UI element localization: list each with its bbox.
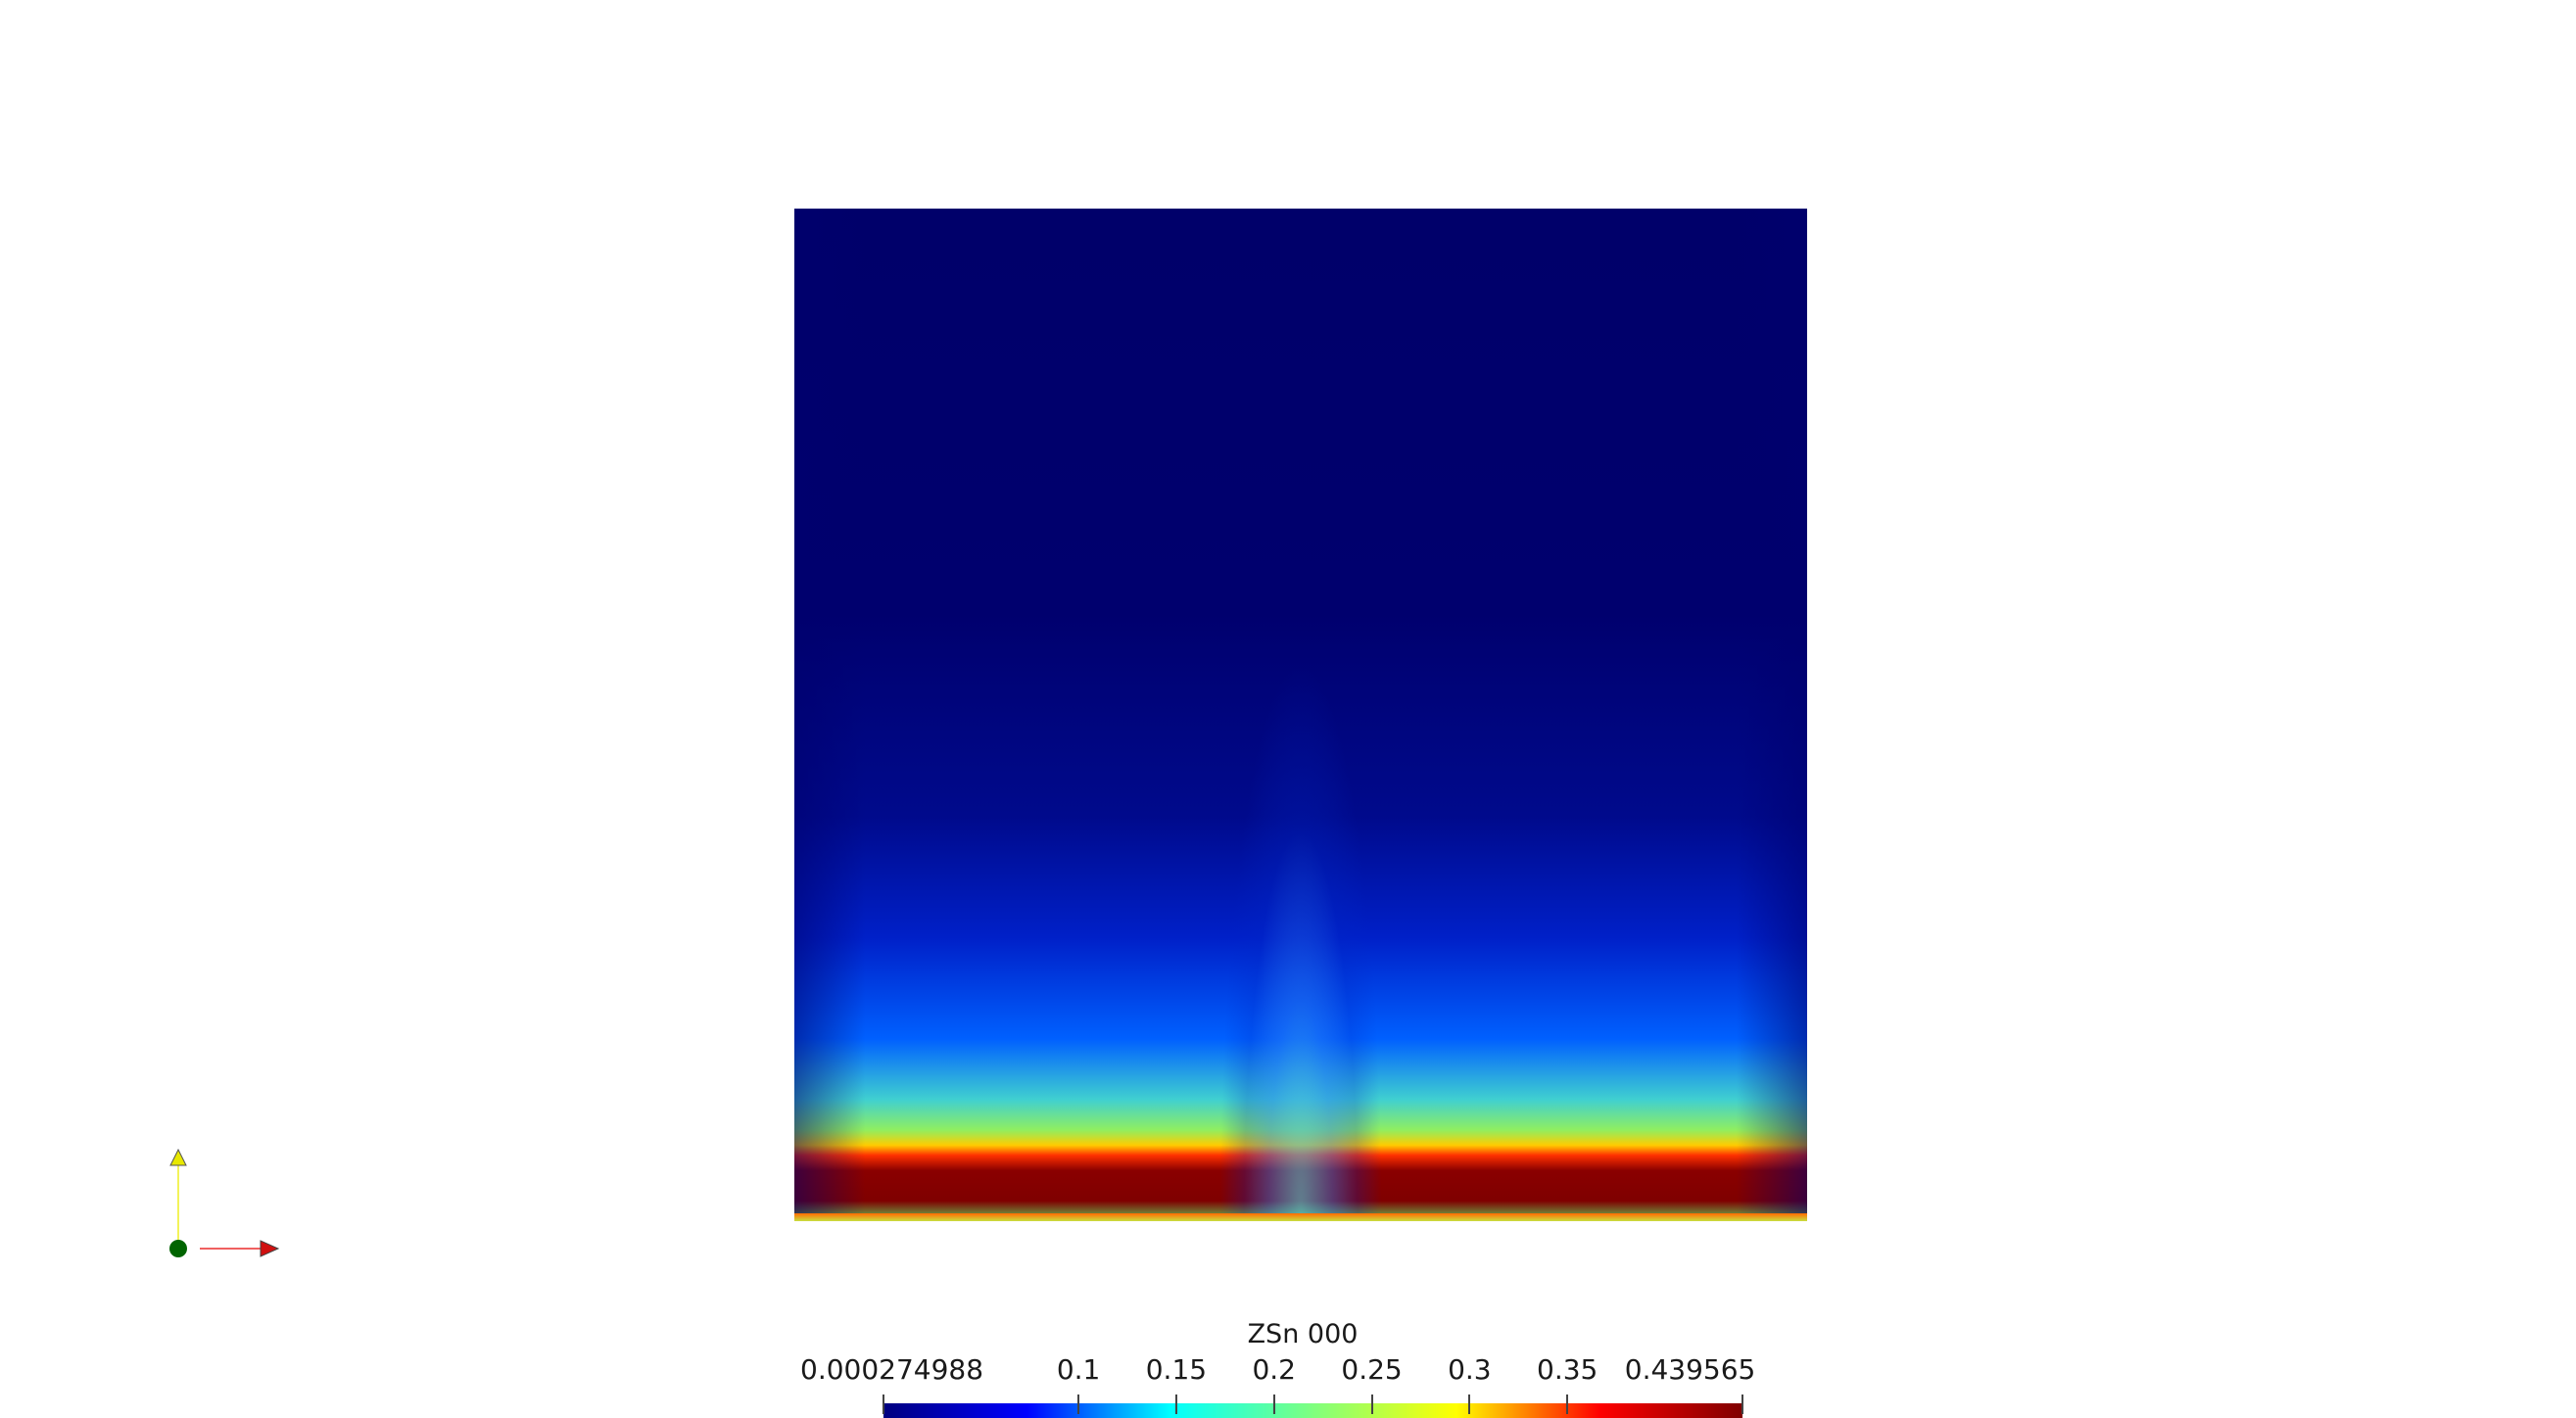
scalar-bar-tick-mark	[1077, 1394, 1080, 1414]
scalar-bar-tick-mark	[1174, 1394, 1177, 1414]
scalar-bar-tick-mark	[1566, 1394, 1569, 1414]
orientation-axes	[169, 1148, 280, 1257]
scalar-bar-min-label: 0.000274988	[800, 1353, 984, 1386]
z-axis-dot	[169, 1240, 187, 1257]
scalar-bar-tick-label: 0.1	[1056, 1353, 1101, 1386]
scalar-bar-end-mark	[1741, 1394, 1743, 1414]
scalar-bar-tick-label: 0.25	[1341, 1353, 1403, 1386]
scalar-bar-tick-label: 0.3	[1448, 1353, 1492, 1386]
scalar-bar-end-mark	[883, 1394, 884, 1414]
scalar-bar-tick-mark	[1272, 1394, 1275, 1414]
scalar-bar-title: ZSn 000	[1247, 1319, 1359, 1349]
scalar-bar-tick-label: 0.2	[1252, 1353, 1296, 1386]
scalar-field-plot[interactable]	[794, 209, 1807, 1221]
scalar-bar-colorbar[interactable]	[883, 1403, 1742, 1418]
x-axis-arrowhead	[260, 1240, 280, 1257]
scalar-bar-tick-label: 0.35	[1537, 1353, 1598, 1386]
scalar-bar-tick-mark	[1370, 1394, 1373, 1414]
scalar-bar-tick-mark	[1468, 1394, 1471, 1414]
scalar-bar-tick-label: 0.15	[1145, 1353, 1208, 1386]
scalar-bar-max-label: 0.439565	[1624, 1353, 1756, 1386]
y-axis-arrowhead	[169, 1148, 187, 1166]
